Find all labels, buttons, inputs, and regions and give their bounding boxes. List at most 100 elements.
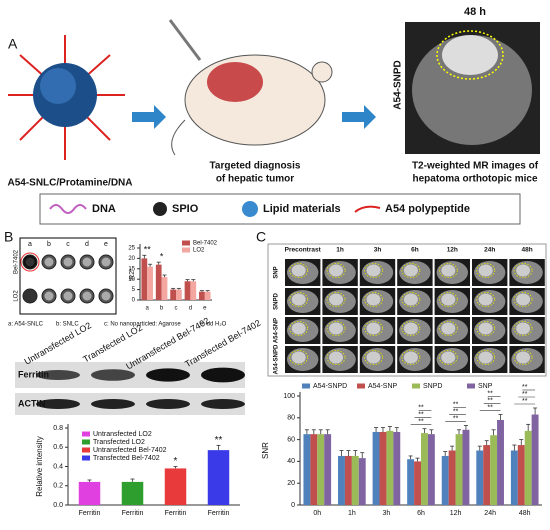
annotation: ** bbox=[453, 401, 459, 408]
dot bbox=[82, 257, 92, 267]
tumor-outline bbox=[513, 350, 533, 365]
annotation: ** bbox=[522, 391, 528, 398]
bar bbox=[441, 455, 449, 505]
mr-tumor bbox=[516, 322, 531, 335]
bar bbox=[78, 481, 101, 505]
bar bbox=[351, 455, 359, 505]
tumor-outline bbox=[476, 350, 496, 365]
bar bbox=[393, 431, 401, 505]
dot bbox=[25, 291, 35, 301]
x-tick-label: Ferritin bbox=[208, 510, 230, 517]
y-axis-label: Relative intensity bbox=[35, 436, 44, 496]
legend-label: DNA bbox=[92, 203, 116, 215]
annotation: ** bbox=[418, 412, 424, 419]
y-tick-label: 0.2 bbox=[53, 483, 63, 490]
mr-tumor bbox=[329, 293, 344, 306]
legend-label: Untransfected LO2 bbox=[93, 431, 152, 438]
nanoparticle bbox=[8, 35, 125, 160]
bar bbox=[147, 266, 153, 300]
legend-swatch bbox=[82, 455, 90, 461]
tumor-outline bbox=[513, 292, 533, 307]
bar bbox=[310, 434, 318, 505]
y-tick-label: 0 bbox=[291, 502, 295, 509]
annotation: ** bbox=[487, 397, 493, 404]
dot bbox=[44, 257, 54, 267]
mr-tumor bbox=[403, 351, 418, 364]
annotation: * bbox=[160, 252, 164, 262]
legend-box bbox=[39, 193, 521, 225]
row-label: A54-SNP bbox=[274, 318, 280, 343]
bar bbox=[462, 429, 470, 505]
tumor-outline bbox=[289, 292, 309, 307]
y-tick-label: 20 bbox=[287, 480, 295, 487]
column-label: d bbox=[85, 241, 89, 248]
tumor-outline bbox=[513, 263, 533, 278]
y-tick-label: 10 bbox=[128, 277, 135, 283]
mr-tumor bbox=[478, 351, 493, 364]
column-label: c bbox=[66, 241, 70, 248]
x-tick-label: d bbox=[189, 306, 192, 312]
annotation: ** bbox=[215, 435, 223, 446]
legend-swatch bbox=[182, 240, 190, 246]
dot bbox=[44, 291, 54, 301]
panel-label: B bbox=[4, 229, 13, 245]
mr-tumor bbox=[403, 264, 418, 277]
bar bbox=[344, 455, 352, 505]
legend-swatch bbox=[82, 431, 90, 437]
tumor-outline bbox=[364, 292, 383, 307]
column-label: 12h bbox=[447, 247, 458, 254]
tumor-outline bbox=[401, 292, 421, 307]
row-label: A54-SNPD bbox=[274, 344, 280, 374]
column-label: 6h bbox=[411, 247, 419, 254]
bar bbox=[303, 434, 311, 505]
panel-label: C bbox=[256, 229, 266, 245]
tumor-outline bbox=[476, 292, 496, 307]
y-tick-label: 0.4 bbox=[53, 463, 63, 470]
legend-swatch bbox=[82, 439, 90, 445]
mr-tumor bbox=[403, 293, 418, 306]
band bbox=[146, 399, 190, 409]
row-label: Bel-7402 bbox=[14, 249, 20, 274]
bar bbox=[421, 433, 428, 505]
tumor-outline bbox=[438, 263, 458, 278]
bar bbox=[317, 434, 325, 505]
bar bbox=[155, 264, 162, 300]
caption: a: A54-SNLC bbox=[8, 322, 44, 328]
y-tick-label: 0.0 bbox=[53, 502, 63, 509]
mr-tumor bbox=[441, 293, 456, 306]
caption: A54-SNLC/Protamine/DNA bbox=[7, 178, 132, 189]
bar bbox=[407, 459, 415, 505]
mr-tumor bbox=[478, 264, 493, 277]
bar bbox=[324, 434, 332, 505]
bar bbox=[121, 481, 144, 505]
row-label: SNPD bbox=[274, 292, 280, 309]
band bbox=[36, 399, 80, 409]
annotation: ** bbox=[487, 390, 493, 397]
bar bbox=[358, 458, 366, 505]
legend-swatch bbox=[302, 383, 310, 389]
x-tick-label: 12h bbox=[450, 510, 462, 517]
band-label: ACTIN bbox=[18, 398, 46, 408]
tumor-outline bbox=[513, 321, 533, 336]
x-tick-label: e bbox=[203, 306, 207, 312]
mr-tumor bbox=[366, 351, 381, 364]
tumor-outline bbox=[289, 263, 309, 278]
bar bbox=[161, 277, 168, 300]
mr-tumor bbox=[366, 322, 381, 335]
bar bbox=[531, 414, 539, 505]
caption: T2-weighted MR images of bbox=[412, 161, 539, 172]
bar bbox=[184, 281, 191, 300]
tumor-outline bbox=[364, 321, 383, 336]
legend-label: A54-SNPD bbox=[313, 383, 347, 390]
bar bbox=[207, 450, 230, 505]
legend-label: SNP bbox=[478, 383, 493, 390]
bar bbox=[517, 445, 525, 505]
y-tick-label: 40 bbox=[287, 458, 295, 465]
annotation: * bbox=[174, 456, 178, 467]
bar bbox=[497, 419, 504, 505]
bar bbox=[141, 258, 148, 300]
legend-label: Transfected LO2 bbox=[93, 439, 145, 446]
x-tick-label: 24h bbox=[484, 510, 496, 517]
legend-label: Lipid materials bbox=[263, 203, 341, 215]
bar bbox=[483, 445, 491, 505]
